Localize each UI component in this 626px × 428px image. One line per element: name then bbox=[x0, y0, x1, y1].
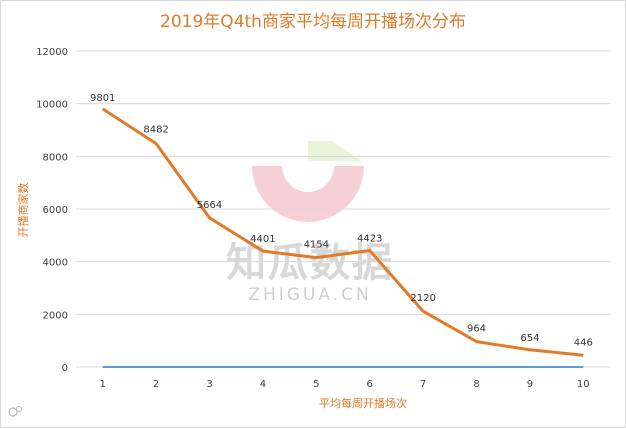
watermark-green-shape bbox=[308, 141, 332, 161]
camera-icon bbox=[8, 407, 18, 417]
x-tick-label: 10 bbox=[577, 379, 590, 390]
x-tick-label: 6 bbox=[367, 379, 373, 390]
x-axis-label: 平均每周开播场次 bbox=[319, 396, 407, 410]
x-tick-label: 7 bbox=[420, 379, 426, 390]
data-label: 654 bbox=[520, 333, 539, 344]
series-line-main bbox=[101, 107, 584, 357]
y-tick-label: 8000 bbox=[43, 152, 68, 163]
x-tick-label: 9 bbox=[527, 379, 533, 390]
data-label: 8482 bbox=[143, 125, 168, 136]
x-tick-label: 3 bbox=[206, 379, 212, 390]
y-axis-ticks: 0 2000 4000 6000 8000 10000 12000 bbox=[36, 47, 68, 374]
y-tick-label: 12000 bbox=[36, 47, 68, 58]
camera-icon-lens bbox=[16, 406, 22, 412]
x-tick-label: 4 bbox=[260, 379, 266, 390]
watermark-pink-arc bbox=[252, 166, 364, 222]
y-tick-label: 0 bbox=[62, 363, 68, 374]
data-label: 964 bbox=[467, 324, 486, 335]
y-tick-label: 6000 bbox=[43, 205, 68, 216]
x-axis-ticks: 1 2 3 4 5 6 7 8 9 10 bbox=[100, 379, 590, 390]
data-label: 446 bbox=[574, 337, 593, 348]
watermark-brand: 知瓜数据 bbox=[226, 240, 394, 286]
source-caption bbox=[8, 406, 22, 417]
x-tick-label: 5 bbox=[313, 379, 319, 390]
x-tick-label: 2 bbox=[153, 379, 159, 390]
chart-title: 2019年Q4th商家平均每周开播场次分布 bbox=[160, 12, 466, 32]
data-label: 2120 bbox=[410, 293, 435, 304]
y-tick-label: 10000 bbox=[36, 100, 68, 111]
x-tick-label: 8 bbox=[473, 379, 479, 390]
y-tick-label: 4000 bbox=[43, 258, 68, 269]
data-label: 5664 bbox=[197, 200, 222, 211]
watermark-logo: 知瓜数据 ZHIGUA.CN bbox=[226, 141, 394, 305]
series-lines bbox=[101, 107, 584, 368]
y-tick-label: 2000 bbox=[43, 310, 68, 321]
data-label: 4423 bbox=[357, 234, 382, 245]
data-labels: 9801 8482 5664 4401 4154 4423 2120 964 654 446 bbox=[90, 93, 593, 348]
x-tick-label: 1 bbox=[100, 379, 106, 390]
data-label: 9801 bbox=[90, 93, 115, 104]
watermark-url: ZHIGUA.CN bbox=[248, 285, 371, 305]
data-label: 4154 bbox=[304, 240, 329, 251]
data-label: 4401 bbox=[250, 234, 275, 245]
y-axis-label: 开播商家数 bbox=[16, 183, 30, 238]
